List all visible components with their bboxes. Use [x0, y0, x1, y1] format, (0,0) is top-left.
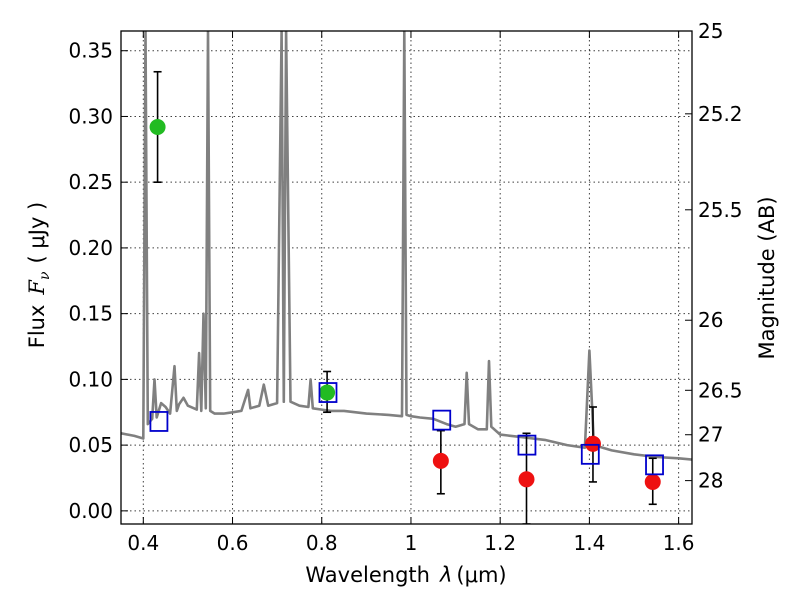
x-tick-label: 1.4	[573, 531, 605, 555]
red-data-point	[644, 473, 661, 490]
x-tick-label: 1.2	[484, 531, 516, 555]
green-data-point	[319, 384, 336, 401]
model-spectrum-line	[121, 31, 692, 461]
axis-ticks: 0.4 0.6 0.8 1 1.2 1.4 1.6 0.00 0.05 0.10 0.15 0.20 0…	[68, 19, 742, 555]
open-square-point	[432, 409, 452, 431]
y2-tick-label: 25	[698, 19, 723, 43]
y2-tick-label: 28	[698, 469, 723, 493]
grid	[121, 31, 692, 524]
y-tick-label: 0.35	[68, 39, 113, 63]
x-tick-label: 1	[405, 531, 418, 555]
y-tick-label: 0.20	[68, 236, 113, 260]
y2-tick-label: 26.5	[698, 378, 743, 402]
y2-tick-label: 25.5	[698, 198, 743, 222]
y-tick-label: 0.25	[68, 170, 113, 194]
open-square-point	[645, 454, 664, 476]
open-square-point	[149, 411, 169, 432]
y-tick-label: 0.10	[68, 367, 113, 391]
open-square-point	[517, 434, 537, 456]
x-tick-label: 0.8	[306, 531, 338, 555]
x-tick-label: 0.4	[127, 531, 159, 555]
red-data-point	[518, 471, 535, 488]
y-tick-label: 0.30	[68, 104, 113, 128]
red-data-point	[584, 435, 601, 452]
plot-frame	[120, 30, 693, 525]
y-axis-label: FluxFν( μJy )	[25, 202, 53, 348]
y-tick-label: 0.00	[68, 499, 113, 523]
red-data-point	[432, 452, 449, 469]
green-data-point	[149, 118, 166, 135]
y2-tick-label: 27	[698, 423, 723, 447]
open-square-point	[318, 382, 338, 403]
x-axis-label: Wavelength λ (μm)	[305, 563, 506, 587]
y-tick-label: 0.15	[68, 302, 113, 326]
y2-axis-label: Magnitude (AB)	[755, 196, 779, 359]
x-tick-label: 0.6	[217, 531, 249, 555]
x-tick-label: 1.6	[663, 531, 695, 555]
y2-tick-label: 25.2	[698, 102, 743, 126]
y2-tick-label: 26	[698, 308, 723, 332]
open-square-point	[580, 443, 600, 465]
plot-area	[121, 31, 692, 524]
y-tick-label: 0.05	[68, 433, 113, 457]
